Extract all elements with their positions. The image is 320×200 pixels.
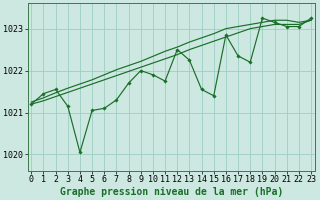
X-axis label: Graphe pression niveau de la mer (hPa): Graphe pression niveau de la mer (hPa) — [60, 186, 283, 197]
